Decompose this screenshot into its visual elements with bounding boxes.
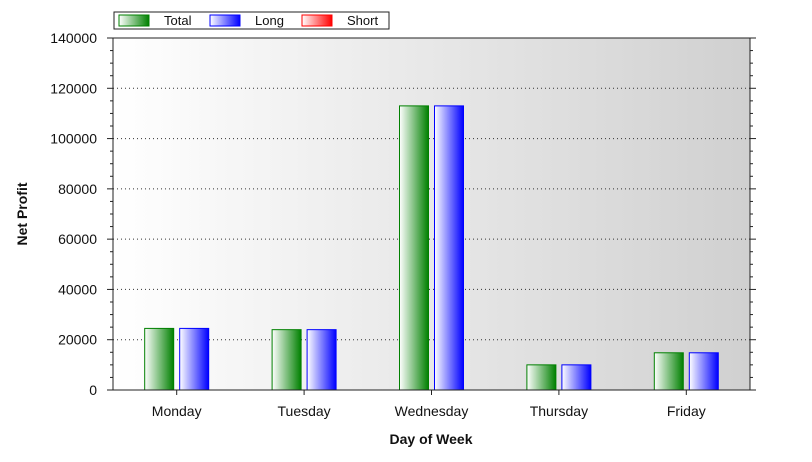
legend-swatch-total xyxy=(118,14,150,27)
bar-long-monday xyxy=(179,327,210,391)
y-tick-label: 120000 xyxy=(50,80,97,96)
legend-swatch-long xyxy=(209,14,241,27)
y-tick-label: 0 xyxy=(89,382,97,398)
x-tick-label: Tuesday xyxy=(278,403,331,419)
bar-total-monday xyxy=(144,327,175,391)
plot-area xyxy=(113,38,750,390)
x-axis: Monday Tuesday Wednesday Thursday Friday xyxy=(152,390,706,419)
bar-total-tuesday xyxy=(271,329,302,391)
bars xyxy=(144,105,719,391)
y-tick-label: 100000 xyxy=(50,131,97,147)
y-tick-label: 40000 xyxy=(58,281,97,297)
legend-label-short: Short xyxy=(347,13,378,28)
x-axis-title: Day of Week xyxy=(390,431,473,447)
legend-swatch-short xyxy=(301,14,333,27)
legend-label-long: Long xyxy=(255,13,284,28)
y-axis-title: Net Profit xyxy=(14,182,30,245)
bar-long-thursday xyxy=(561,364,592,391)
y-tick-label: 60000 xyxy=(58,231,97,247)
y-axis: 0 20000 40000 60000 80000 100000 120000 140000 xyxy=(50,30,756,398)
y-tick-label: 140000 xyxy=(50,30,97,46)
bar-total-thursday xyxy=(526,364,557,391)
x-tick-label: Wednesday xyxy=(395,403,469,419)
x-tick-label: Friday xyxy=(667,403,706,419)
legend-label-total: Total xyxy=(164,13,192,28)
bar-total-friday xyxy=(653,352,684,391)
x-tick-label: Monday xyxy=(152,403,202,419)
bar-long-wednesday xyxy=(434,105,464,391)
bar-total-wednesday xyxy=(399,105,429,391)
y-tick-label: 80000 xyxy=(58,181,97,197)
bar-long-friday xyxy=(688,352,719,391)
y-tick-label: 20000 xyxy=(58,332,97,348)
bar-long-tuesday xyxy=(306,329,337,391)
legend: Total Long Short xyxy=(113,11,390,30)
x-tick-label: Thursday xyxy=(530,403,588,419)
